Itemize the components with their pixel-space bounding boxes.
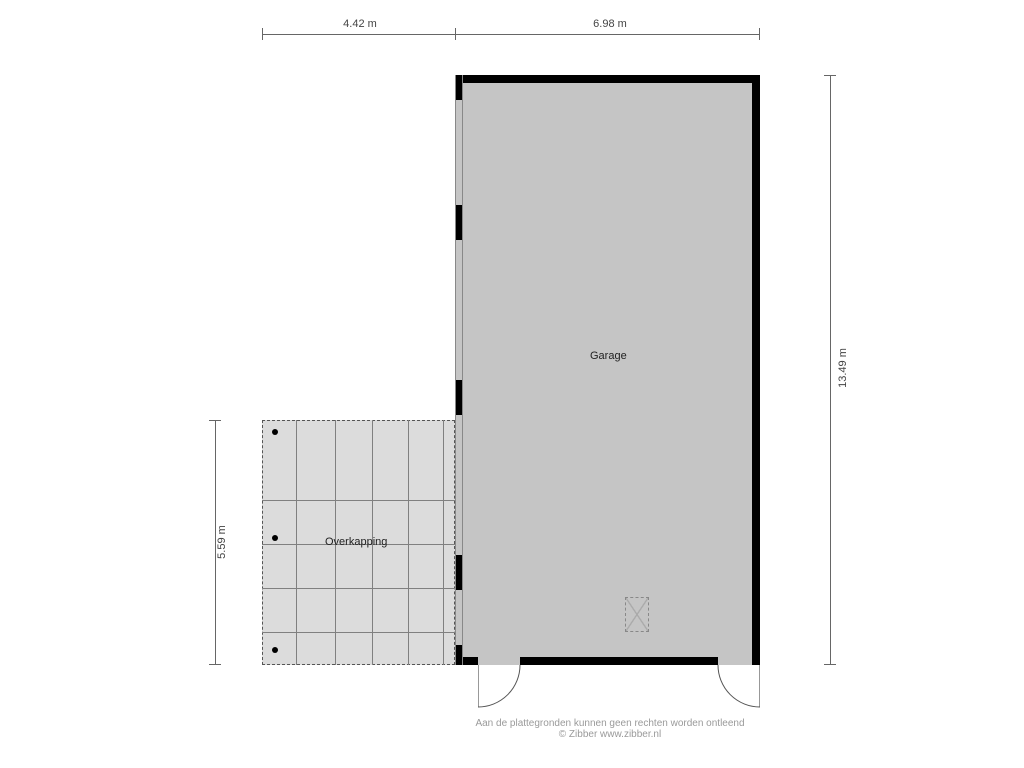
dim-tick	[824, 75, 836, 76]
overk-grid-v	[408, 420, 409, 665]
door-arc-right	[716, 665, 760, 709]
garage-left-frame	[462, 75, 463, 665]
dim-garage-w: 6.98 m	[585, 18, 635, 30]
footer-line2: © Zibber www.zibber.nl	[410, 729, 810, 740]
floorplan-canvas: Garage Overkapping 4.42 m 6.98 m 13.49 m…	[0, 0, 1024, 768]
dim-tick	[759, 28, 760, 40]
garage-room	[455, 75, 760, 665]
garage-label: Garage	[590, 350, 627, 362]
garage-left-frame	[455, 75, 456, 665]
dim-garage-d: 13.49 m	[837, 343, 849, 393]
garage-wall-top	[455, 75, 760, 83]
overk-post	[272, 429, 278, 435]
dim-overkapping-w: 4.42 m	[335, 18, 385, 30]
overk-grid-v	[443, 420, 444, 665]
dim-tick	[455, 28, 456, 40]
overk-post	[272, 647, 278, 653]
overk-post	[272, 535, 278, 541]
dim-tick	[262, 28, 263, 40]
floor-hatch	[625, 597, 649, 632]
overk-grid-v	[296, 420, 297, 665]
overk-grid-h	[262, 632, 455, 633]
footer-line1: Aan de plattegronden kunnen geen rechten…	[410, 718, 810, 729]
dim-tick	[209, 420, 221, 421]
dim-top-line	[262, 34, 760, 35]
overk-grid-h	[262, 500, 455, 501]
door-arc-left	[478, 665, 522, 709]
dim-right-line	[830, 75, 831, 665]
dim-overkapping-d: 5.59 m	[216, 517, 228, 567]
dim-tick	[209, 664, 221, 665]
overk-grid-h	[262, 588, 455, 589]
overkapping-label: Overkapping	[325, 536, 387, 548]
garage-wall-bottom	[520, 657, 718, 665]
garage-wall-right	[752, 75, 760, 665]
footer-disclaimer: Aan de plattegronden kunnen geen rechten…	[410, 718, 810, 740]
dim-tick	[824, 664, 836, 665]
